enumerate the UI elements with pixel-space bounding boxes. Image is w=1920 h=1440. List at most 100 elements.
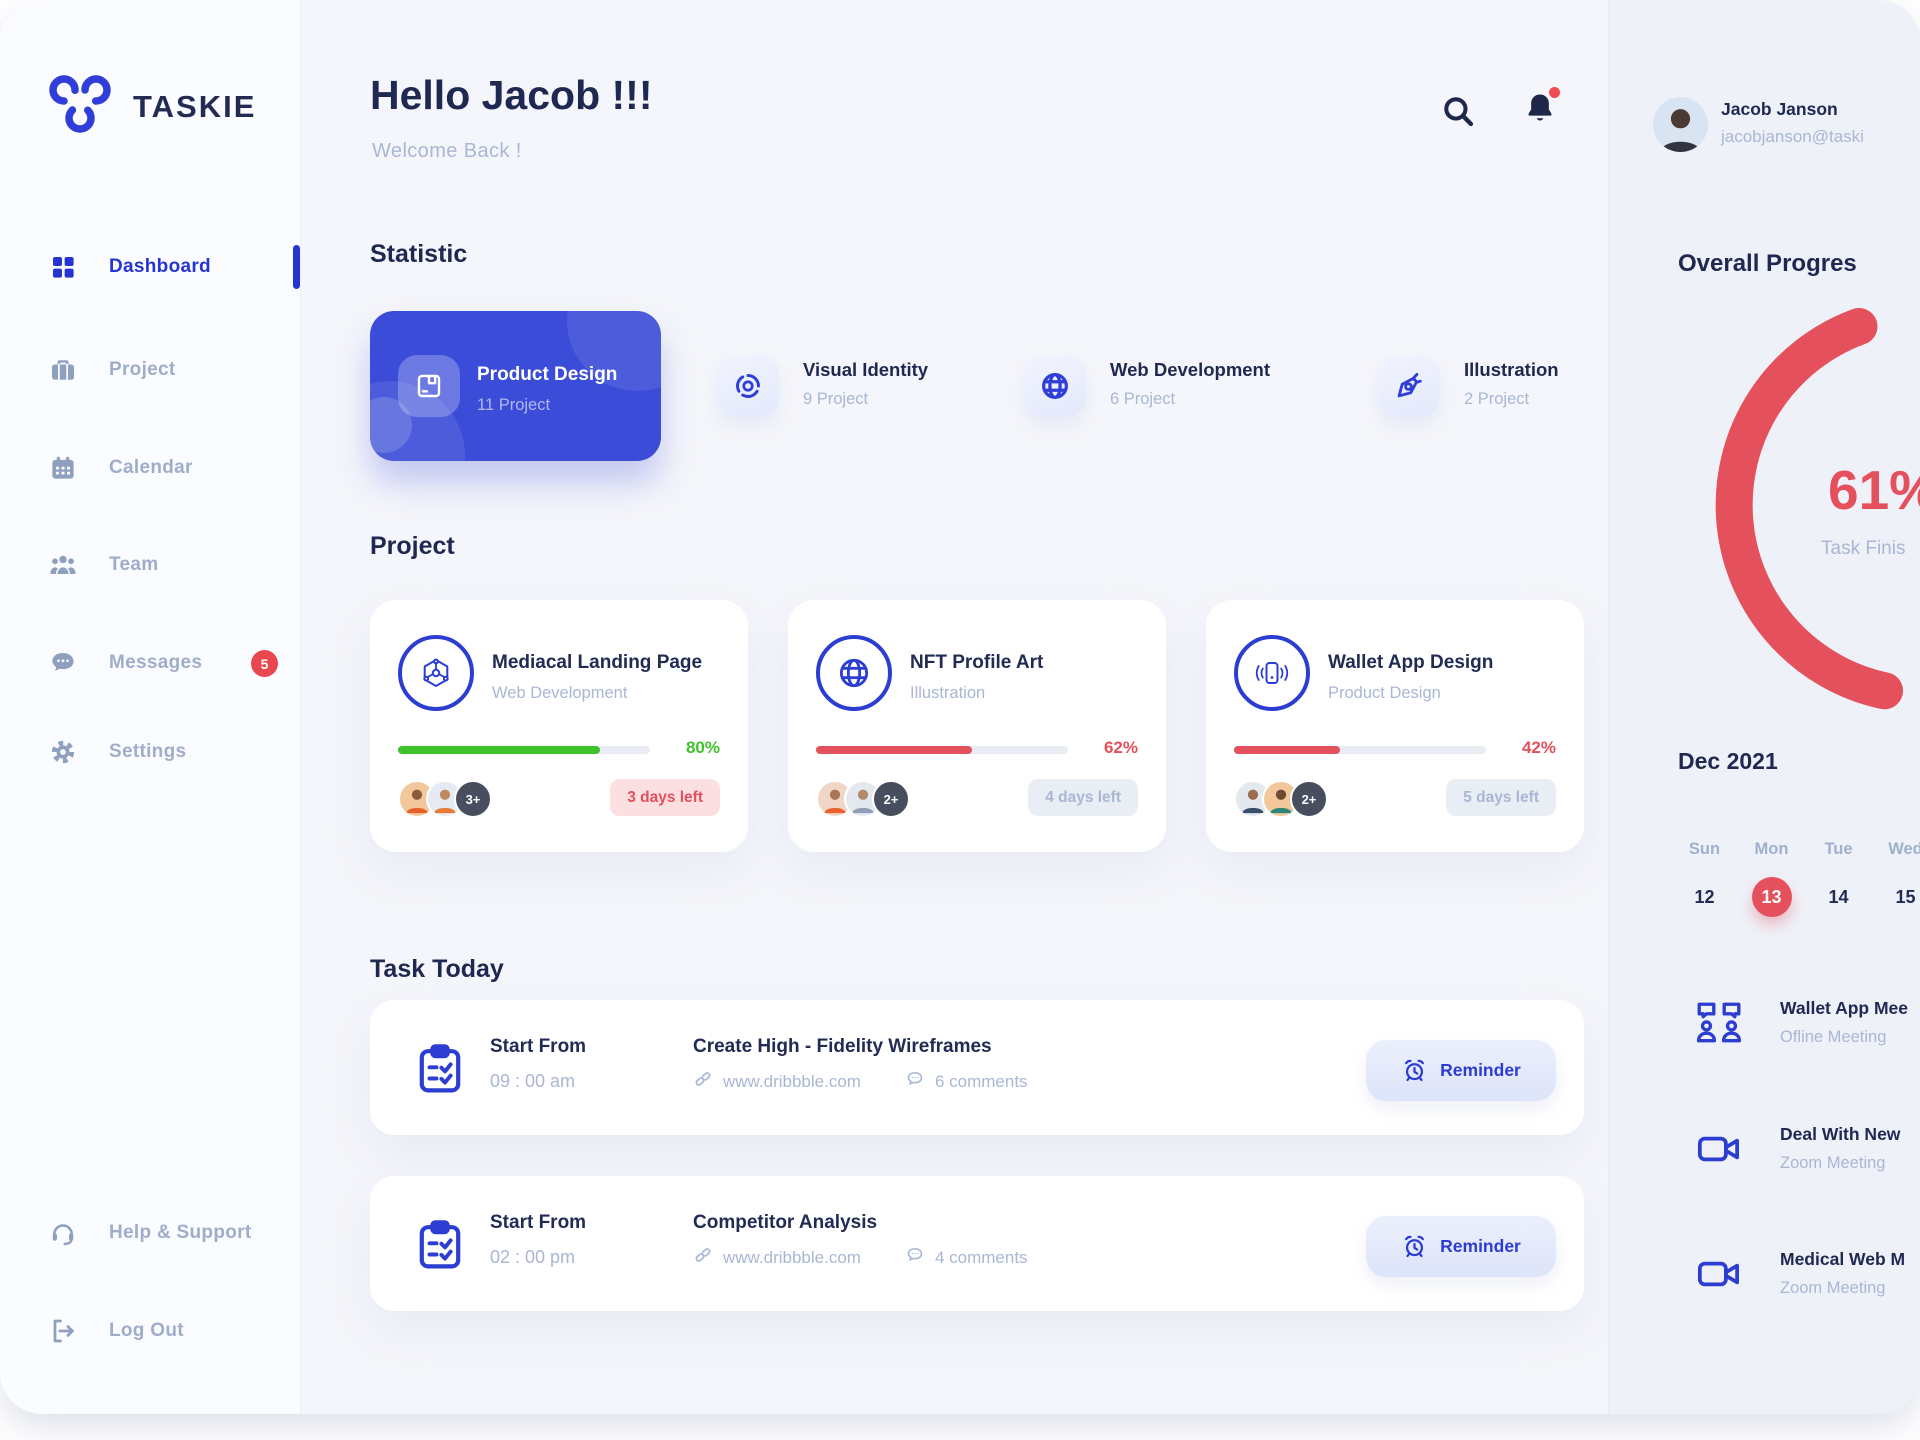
sidebar-item-calendar[interactable]: Calendar (47, 446, 193, 490)
stat-label: Product Design (477, 364, 618, 385)
sidebar-item-team[interactable]: Team (47, 543, 158, 587)
video-icon (1694, 1249, 1744, 1304)
notification-bell-icon[interactable] (1522, 87, 1560, 126)
stat-label: Web Development (1110, 359, 1271, 380)
progress-fill (816, 746, 973, 754)
project-card[interactable]: NFT Profile Art Illustration 62% 2+ 4 da… (788, 600, 1166, 852)
calendar-day-header: Mon (1754, 840, 1789, 858)
selected-date-circle: 13 (1751, 877, 1792, 917)
people-chat-icon (1694, 998, 1744, 1053)
reminder-button[interactable]: Reminder (1366, 1040, 1556, 1101)
project-card[interactable]: Mediacal Landing Page Web Development 80… (370, 600, 748, 852)
progress-bar (398, 746, 650, 754)
stat-card-product-design[interactable]: Product Design 11 Project (370, 311, 661, 461)
sidebar-item-label: Calendar (109, 457, 193, 478)
avatar[interactable] (1653, 97, 1708, 152)
meeting-name: Medical Web M (1780, 1249, 1906, 1269)
meeting-name: Deal With New (1780, 1124, 1901, 1144)
mobile-sound-icon (1234, 635, 1310, 711)
stat-count: 11 Project (477, 396, 551, 414)
swirl-icon (717, 355, 779, 417)
profile-name: Jacob Janson (1721, 99, 1838, 119)
stat-item-illustration[interactable]: Illustration 2 Project (1378, 355, 1559, 417)
package-icon (398, 355, 460, 417)
page-title: Hello Jacob !!! (370, 72, 653, 118)
sidebar-item-label: Messages (109, 652, 203, 673)
sidebar-item-label: Log Out (109, 1320, 184, 1341)
project-card[interactable]: Wallet App Design Product Design 42% 2+ … (1206, 600, 1584, 852)
main-content: Hello Jacob !!! Welcome Back ! Statistic (300, 0, 1608, 1414)
calendar-day-header: Tue (1824, 840, 1853, 858)
stat-count: 2 Project (1464, 390, 1530, 408)
meeting-item[interactable]: Deal With New Zoom Meeting (1694, 1124, 1900, 1179)
comment-icon (905, 1069, 925, 1094)
progress-percent: 62% (1103, 738, 1138, 757)
meeting-type: Zoom Meeting (1780, 1279, 1886, 1297)
calendar-date[interactable]: 12 (1694, 886, 1715, 907)
search-icon[interactable] (1440, 93, 1476, 129)
sidebar-item-dashboard[interactable]: Dashboard (47, 245, 211, 289)
calendar-dates: 12 13 14 15 (1671, 876, 1920, 918)
profile-email: jacobjanson@taski (1721, 127, 1864, 146)
sidebar-item-label: Dashboard (109, 256, 211, 277)
meeting-type: Zoom Meeting (1780, 1154, 1886, 1172)
sidebar-item-project[interactable]: Project (47, 348, 176, 392)
active-nav-indicator (293, 245, 300, 289)
calendar-day-headers: Sun Mon Tue Wed (1671, 840, 1920, 859)
headset-icon (47, 1217, 79, 1249)
calendar-icon (47, 452, 79, 484)
task-link[interactable]: www.dribbble.com (693, 1245, 861, 1270)
brand-logo: TASKIE (47, 73, 256, 140)
task-link[interactable]: www.dribbble.com (693, 1069, 861, 1094)
globe-icon (1024, 355, 1086, 417)
sidebar-item-label: Settings (109, 741, 187, 762)
sidebar-item-messages[interactable]: Messages (47, 641, 202, 685)
progress-bar (816, 746, 1068, 754)
calendar-date[interactable]: 15 (1895, 886, 1916, 907)
logout-icon (47, 1315, 79, 1347)
stat-label: Visual Identity (803, 359, 929, 380)
task-comments[interactable]: 6 comments (905, 1069, 1028, 1094)
stat-item-web-development[interactable]: Web Development 6 Project (1024, 355, 1270, 417)
task-today-section-title: Task Today (370, 955, 504, 983)
task-start-label: Start From (490, 1212, 587, 1233)
gear-icon (47, 736, 79, 768)
task-start-time: 09 : 00 am (490, 1071, 576, 1091)
hexagon-node-icon (398, 635, 474, 711)
alarm-icon (1401, 1057, 1428, 1084)
calendar-date-selected[interactable]: 13 (1738, 876, 1805, 918)
meeting-item[interactable]: Medical Web M Zoom Meeting (1694, 1249, 1905, 1304)
project-name: Mediacal Landing Page (492, 652, 703, 673)
welcome-subtitle: Welcome Back ! (372, 140, 522, 162)
task-comments-text: 4 comments (934, 1247, 1028, 1267)
sidebar-item-settings[interactable]: Settings (47, 730, 186, 774)
stat-item-visual-identity[interactable]: Visual Identity 9 Project (717, 355, 928, 417)
progress-bar (1234, 746, 1486, 754)
calendar-date[interactable]: 14 (1828, 886, 1849, 907)
avatar-group: 2+ (1234, 780, 1328, 818)
statistic-section-title: Statistic (370, 240, 468, 268)
alarm-icon (1401, 1233, 1428, 1260)
messages-unread-badge: 5 (251, 650, 278, 677)
avatar-group: 3+ (398, 780, 492, 818)
link-icon (693, 1245, 713, 1270)
sidebar-item-help-support[interactable]: Help & Support (47, 1211, 251, 1255)
stat-count: 9 Project (803, 390, 869, 408)
days-left-badge: 3 days left (610, 779, 720, 816)
meeting-type: Ofline Meeting (1780, 1028, 1887, 1046)
calendar-day-header: Wed (1888, 840, 1920, 858)
task-start-time: 02 : 00 pm (490, 1247, 576, 1267)
progress-percent: 80% (685, 738, 720, 757)
avatar-overflow-count: 3+ (454, 780, 492, 818)
meeting-item[interactable]: Wallet App Mee Ofline Meeting (1694, 998, 1908, 1053)
globe-circle-icon (816, 635, 892, 711)
chat-icon (47, 647, 79, 679)
meeting-name: Wallet App Mee (1780, 998, 1909, 1018)
reminder-button[interactable]: Reminder (1366, 1216, 1556, 1277)
avatar-overflow-count: 2+ (872, 780, 910, 818)
sidebar-item-logout[interactable]: Log Out (47, 1309, 184, 1353)
task-comments[interactable]: 4 comments (905, 1245, 1028, 1270)
taskie-logo-icon (47, 73, 113, 140)
sidebar-item-label: Team (109, 554, 159, 575)
avatar-overflow-count: 2+ (1290, 780, 1328, 818)
